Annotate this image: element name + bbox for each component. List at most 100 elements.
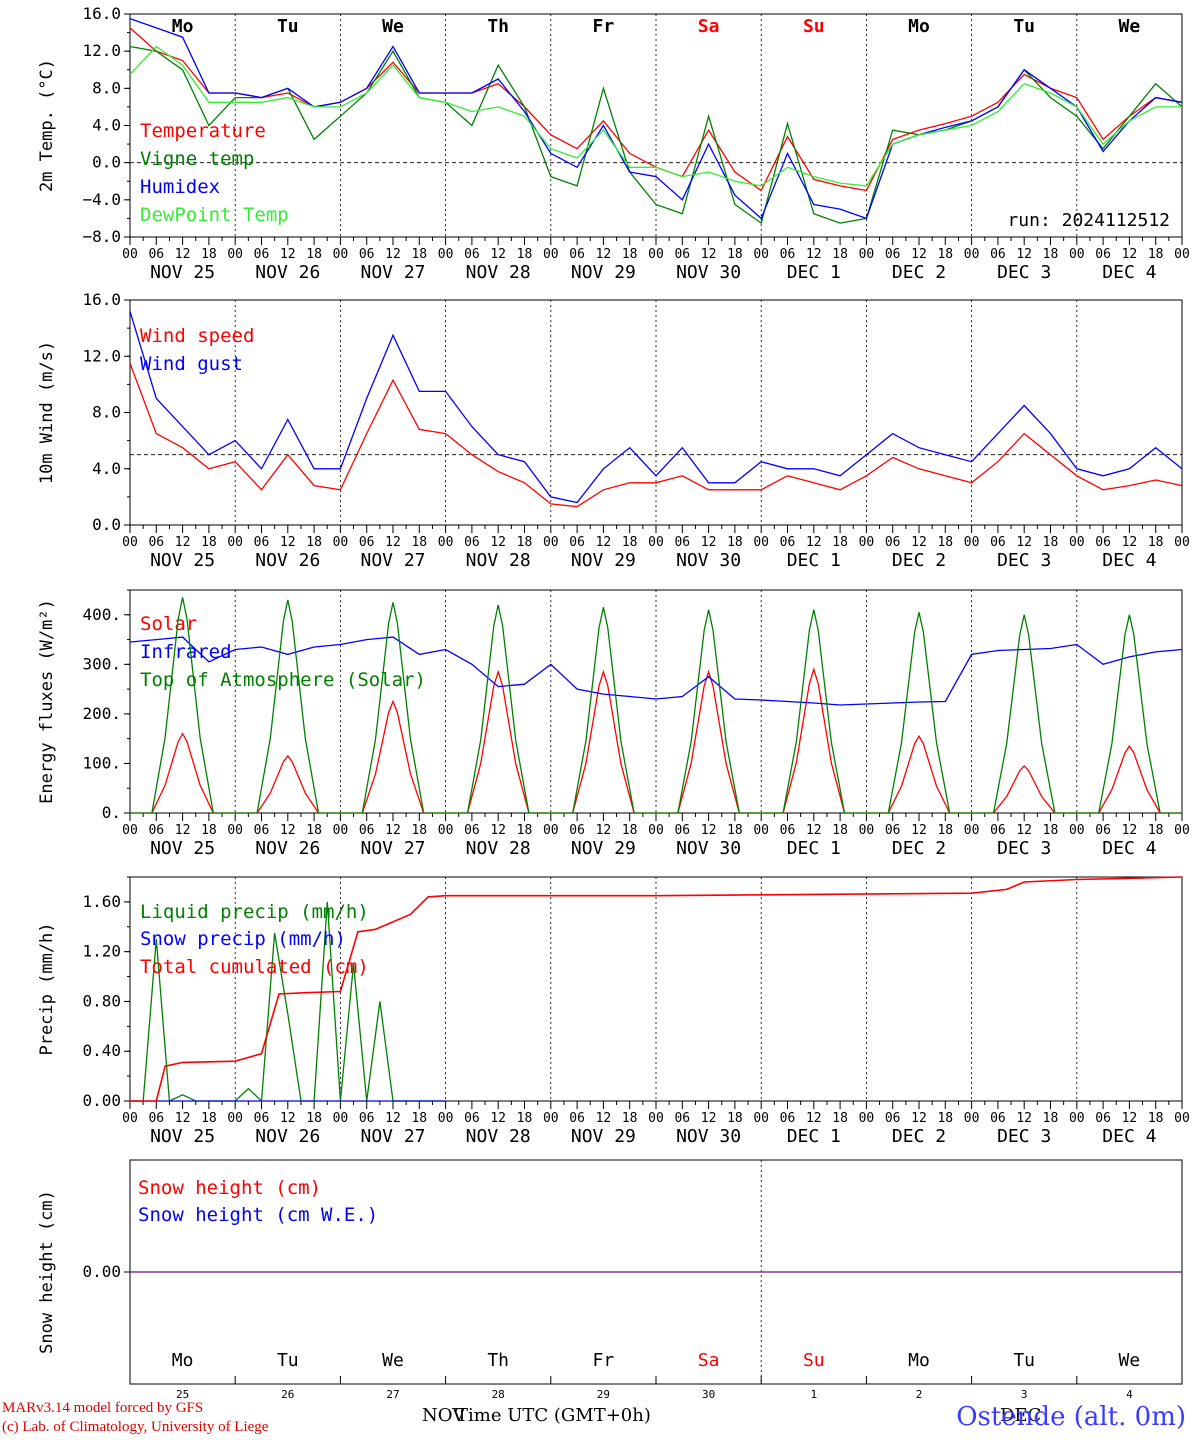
x-hour-label: 12 [1122, 1111, 1138, 1126]
x-date-label: NOV 29 [571, 262, 636, 283]
y-axis-label: Snow height (cm) [37, 1190, 57, 1354]
day-number: 2 [916, 1388, 923, 1401]
x-date-label: NOV 25 [150, 262, 215, 283]
x-hour-label: 06 [780, 823, 796, 838]
x-hour-label: 18 [622, 247, 638, 262]
x-hour-label: 12 [1122, 823, 1138, 838]
day-name-bottom: Tu [1013, 1350, 1035, 1371]
x-hour-label: 06 [464, 247, 480, 262]
y-tick-label: −4.0 [82, 190, 121, 209]
x-hour-label: 12 [175, 247, 191, 262]
x-hour-label: 18 [727, 1111, 743, 1126]
x-date-label: DEC 3 [997, 838, 1051, 859]
y-tick-label: 4.0 [92, 459, 121, 478]
x-hour-label: 00 [859, 1111, 875, 1126]
x-date-label: DEC 1 [787, 262, 841, 283]
day-number: 28 [492, 1388, 505, 1401]
x-date-label: NOV 25 [150, 1126, 215, 1147]
y-tick-label: 0.0 [92, 515, 121, 534]
x-hour-label: 06 [359, 1111, 375, 1126]
x-hour-label: 06 [885, 535, 901, 550]
x-date-label: DEC 2 [892, 838, 946, 859]
series-line-total-cumulated-cm- [130, 876, 1183, 1102]
x-hour-label: 12 [701, 247, 717, 262]
x-hour-label: 00 [543, 823, 559, 838]
x-date-label: NOV 30 [676, 262, 741, 283]
y-tick-label: 300. [82, 654, 121, 673]
x-hour-label: 18 [201, 1111, 217, 1126]
x-date-label: NOV 26 [255, 262, 320, 283]
x-hour-label: 12 [385, 823, 401, 838]
x-hour-label: 06 [674, 1111, 690, 1126]
series-line-top-of-atmosphere-solar- [130, 597, 1182, 814]
x-hour-label: 18 [832, 535, 848, 550]
x-hour-label: 18 [411, 247, 427, 262]
x-hour-label: 06 [464, 535, 480, 550]
x-hour-label: 06 [885, 823, 901, 838]
x-hour-label: 06 [254, 535, 270, 550]
x-hour-label: 00 [333, 1111, 349, 1126]
x-hour-label: 00 [333, 823, 349, 838]
day-name-top: We [382, 16, 404, 37]
x-hour-label: 00 [333, 247, 349, 262]
day-number: 4 [1126, 1388, 1133, 1401]
x-hour-label: 18 [937, 247, 953, 262]
day-number: 27 [386, 1388, 399, 1401]
x-hour-label: 00 [122, 823, 138, 838]
legend-entry: Snow precip (mm/h) [140, 928, 346, 950]
x-hour-label: 18 [201, 535, 217, 550]
day-name-bottom: Th [487, 1350, 509, 1371]
x-hour-label: 06 [148, 1111, 164, 1126]
x-hour-label: 18 [1043, 247, 1059, 262]
day-name-top: Tu [1013, 16, 1035, 37]
x-hour-label: 12 [701, 1111, 717, 1126]
x-hour-label: 00 [122, 535, 138, 550]
x-hour-label: 12 [490, 1111, 506, 1126]
x-hour-label: 18 [306, 823, 322, 838]
day-name-top: We [1119, 16, 1141, 37]
x-date-label: DEC 4 [1102, 1126, 1156, 1147]
x-hour-label: 12 [701, 823, 717, 838]
x-hour-label: 18 [622, 823, 638, 838]
legend-entry: Snow height (cm) [138, 1177, 321, 1199]
x-hour-label: 18 [1148, 823, 1164, 838]
day-number: 3 [1021, 1388, 1028, 1401]
x-date-label: NOV 27 [360, 1126, 425, 1147]
x-hour-label: 06 [569, 535, 585, 550]
x-hour-label: 12 [596, 1111, 612, 1126]
x-date-label: NOV 29 [571, 838, 636, 859]
x-date-label: DEC 2 [892, 550, 946, 571]
x-hour-label: 18 [201, 823, 217, 838]
x-hour-label: 06 [148, 823, 164, 838]
x-date-label: DEC 4 [1102, 262, 1156, 283]
y-tick-label: 12.0 [82, 346, 121, 365]
x-hour-label: 18 [1043, 1111, 1059, 1126]
x-hour-label: 18 [411, 1111, 427, 1126]
x-date-label: NOV 27 [360, 550, 425, 571]
y-tick-label: 200. [82, 704, 121, 723]
x-hour-label: 12 [911, 535, 927, 550]
x-hour-label: 12 [385, 247, 401, 262]
x-hour-label: 12 [175, 823, 191, 838]
x-hour-label: 00 [543, 247, 559, 262]
x-date-label: DEC 1 [787, 550, 841, 571]
x-hour-label: 18 [937, 1111, 953, 1126]
month-label-nov: NOV [422, 1405, 466, 1426]
x-hour-label: 06 [990, 535, 1006, 550]
x-hour-label: 00 [438, 247, 454, 262]
y-tick-label: 1.60 [82, 892, 121, 911]
y-tick-label: 8.0 [92, 403, 121, 422]
x-hour-label: 06 [1095, 535, 1111, 550]
x-hour-label: 00 [859, 247, 875, 262]
x-hour-label: 12 [806, 1111, 822, 1126]
x-hour-label: 06 [464, 823, 480, 838]
x-hour-label: 06 [359, 535, 375, 550]
x-hour-label: 12 [280, 1111, 296, 1126]
x-hour-label: 00 [964, 1111, 980, 1126]
legend-entry: Wind speed [140, 325, 254, 347]
x-hour-label: 18 [1043, 535, 1059, 550]
legend-entry: Vigne temp [140, 148, 254, 170]
x-hour-label: 18 [517, 535, 533, 550]
x-hour-label: 12 [175, 535, 191, 550]
